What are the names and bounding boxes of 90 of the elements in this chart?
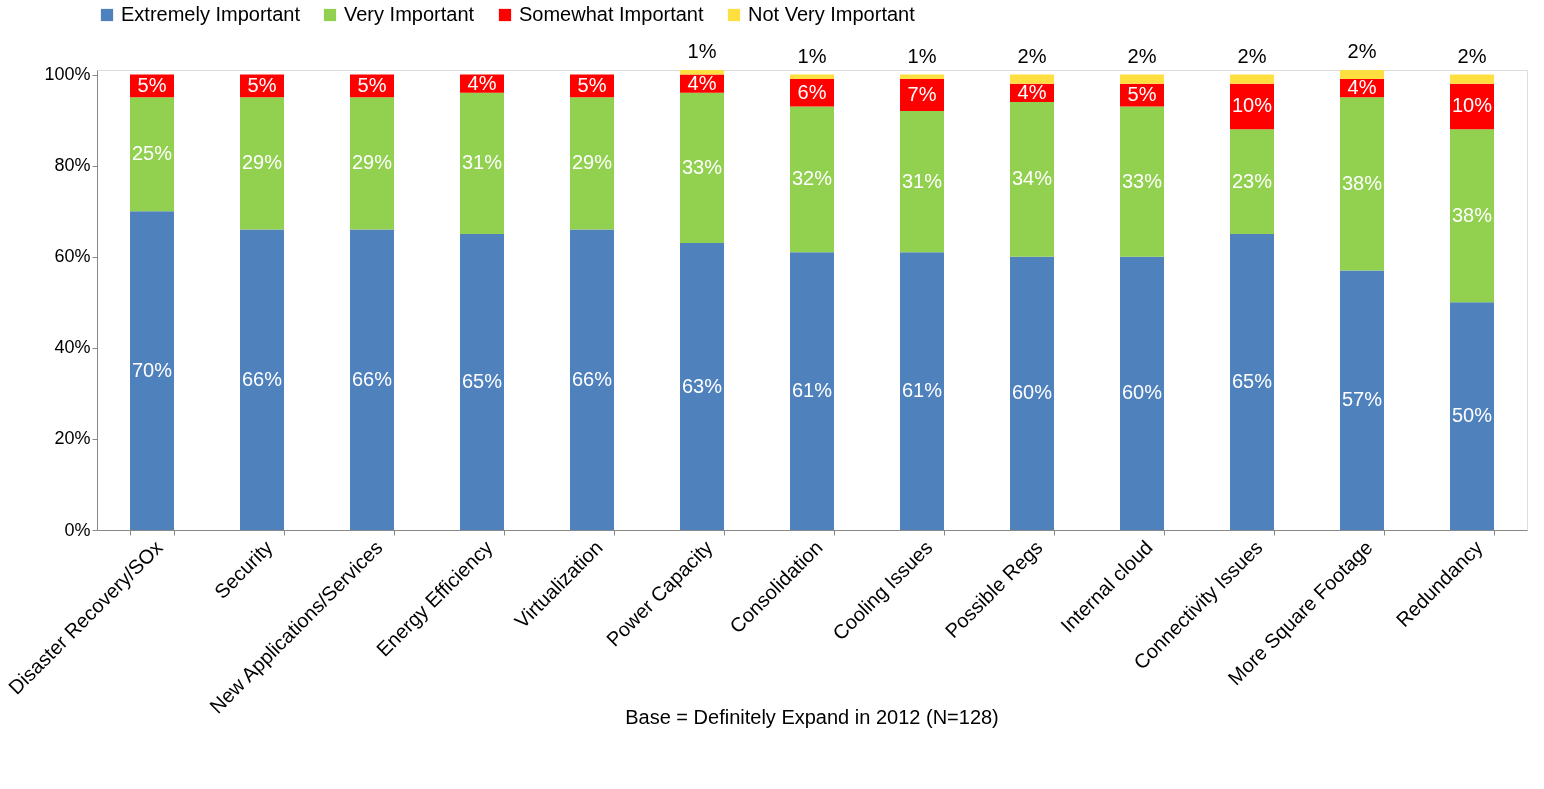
data-label: 50% (1451, 404, 1493, 427)
legend-label: Very Important (344, 3, 475, 25)
data-label: 31% (461, 151, 503, 174)
bar (1120, 256, 1164, 530)
data-label: 63% (681, 374, 723, 397)
data-label: 2% (1017, 44, 1047, 67)
bar (790, 252, 834, 530)
y-tick-label: 80% (54, 155, 91, 176)
bar (570, 229, 614, 530)
bar (460, 233, 504, 530)
bar (1450, 74, 1494, 84)
bar (1010, 74, 1054, 84)
data-label: 5% (357, 73, 387, 96)
bar (1340, 270, 1384, 530)
data-label: 31% (901, 169, 943, 192)
data-label: 5% (137, 73, 167, 96)
data-label: 5% (247, 73, 277, 96)
bar (900, 110, 944, 253)
data-label: 70% (131, 358, 173, 381)
bar (1230, 129, 1274, 234)
data-label: 4% (1017, 80, 1047, 103)
bar (680, 92, 724, 244)
data-label: 29% (241, 151, 283, 174)
data-label: 7% (907, 83, 937, 106)
data-label: 34% (1011, 167, 1053, 190)
bar (1230, 74, 1274, 84)
data-label: 61% (791, 379, 833, 402)
data-label: 29% (571, 151, 613, 174)
bar (1340, 97, 1384, 271)
data-label: 23% (1231, 169, 1273, 192)
data-label: 2% (1127, 44, 1157, 67)
bar (1340, 70, 1384, 80)
data-label: 5% (577, 73, 607, 96)
bar (1120, 106, 1164, 257)
bar (900, 252, 944, 530)
data-label: 33% (1121, 169, 1163, 192)
data-label: 4% (467, 71, 497, 94)
y-tick-label: 100% (44, 64, 91, 85)
bar (1010, 101, 1054, 257)
y-tick-label: 60% (54, 246, 91, 267)
data-label: 38% (1451, 203, 1493, 226)
data-label: 33% (681, 155, 723, 178)
data-label: 10% (1451, 94, 1493, 117)
data-label: 1% (907, 44, 937, 67)
data-label: 1% (687, 40, 717, 62)
data-label: 32% (791, 167, 833, 190)
data-label: 57% (1341, 388, 1383, 411)
data-label: 2% (1237, 44, 1267, 67)
data-label: 38% (1341, 171, 1383, 194)
bar (1120, 74, 1164, 84)
bar (1450, 302, 1494, 530)
data-label: 4% (1347, 76, 1377, 99)
y-tick-label: 20% (54, 428, 91, 449)
data-label: 66% (241, 367, 283, 390)
bar (240, 97, 284, 230)
legend-label: Somewhat Important (519, 3, 704, 25)
bar (130, 97, 174, 212)
data-label: 60% (1121, 381, 1163, 404)
legend-label: Extremely Important (121, 3, 301, 25)
bar (350, 97, 394, 230)
data-label: 10% (1231, 94, 1273, 117)
bar (1010, 256, 1054, 530)
data-label: 6% (797, 80, 827, 103)
data-label: 66% (351, 367, 393, 390)
bar (680, 70, 724, 75)
data-label: 1% (797, 44, 827, 67)
bar (350, 229, 394, 530)
bar (130, 211, 174, 530)
bar (680, 243, 724, 530)
text: Base = Definitely Expand in 2012 (N=128) (625, 705, 999, 728)
bar (570, 97, 614, 230)
legend-label: Not Very Important (748, 3, 916, 25)
bar (1450, 129, 1494, 303)
data-label: 60% (1011, 381, 1053, 404)
y-tick-label: 40% (54, 337, 91, 358)
data-label: 5% (1127, 83, 1157, 106)
bar (790, 106, 834, 253)
bar (1230, 233, 1274, 530)
data-label: 2% (1347, 40, 1377, 62)
data-label: 65% (461, 369, 503, 392)
data-label: 66% (571, 367, 613, 390)
bar (240, 229, 284, 530)
data-label: 61% (901, 379, 943, 402)
data-label: 25% (131, 142, 173, 165)
y-tick-label: 0% (64, 519, 91, 540)
data-label: 29% (351, 151, 393, 174)
data-label: 4% (687, 71, 717, 94)
bar (460, 92, 504, 234)
data-label: 65% (1231, 369, 1273, 392)
data-label: 2% (1457, 44, 1487, 67)
